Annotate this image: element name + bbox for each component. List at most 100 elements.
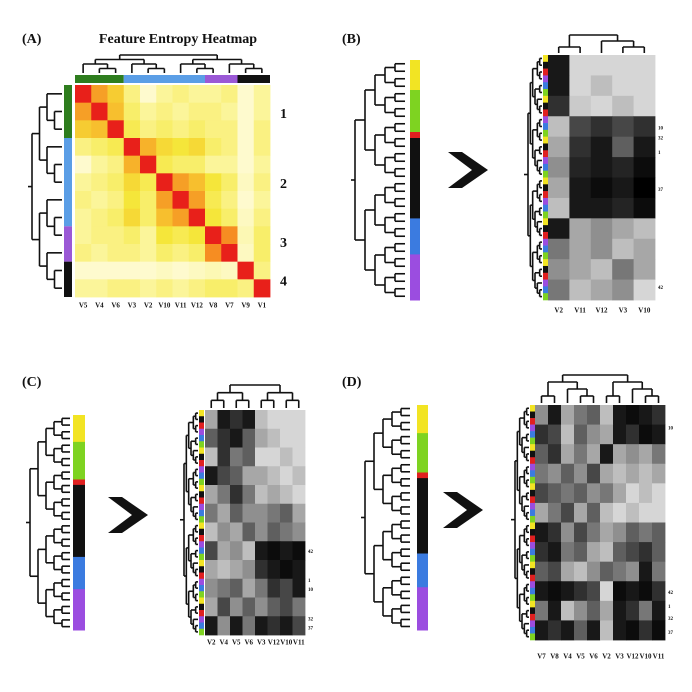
- heatmap-cell: [75, 208, 92, 227]
- heatmap-cell: [205, 226, 222, 245]
- row-color: [543, 95, 548, 103]
- cluster-bar: [417, 587, 428, 631]
- heatmap-cell: [590, 55, 613, 76]
- heatmap-cell: [221, 244, 238, 263]
- column-label: V6: [244, 639, 253, 647]
- row-color: [199, 603, 204, 611]
- heatmap-cell: [75, 226, 92, 245]
- heatmap-cell: [217, 485, 231, 505]
- heatmap-cell: [292, 485, 306, 505]
- heatmap-cell: [633, 218, 656, 240]
- heatmap-cell: [633, 136, 656, 158]
- heatmap-cell: [633, 157, 656, 178]
- heatmap-cell: [255, 541, 268, 561]
- heatmap-cell: [652, 444, 666, 465]
- row-color: [543, 123, 548, 131]
- heatmap-cell: [633, 116, 656, 138]
- heatmap-cell: [140, 155, 157, 174]
- heatmap-cell: [548, 157, 570, 178]
- heatmap-cell: [574, 620, 588, 641]
- row-color: [199, 553, 204, 561]
- row-color: [530, 483, 535, 491]
- heatmap-cell: [612, 197, 634, 219]
- heatmap-cell: [639, 424, 653, 445]
- heatmap-cell: [230, 503, 243, 523]
- heatmap-cell: [205, 279, 222, 298]
- heatmap-cell: [574, 444, 588, 465]
- row-color: [543, 102, 548, 110]
- column-label: V5: [576, 653, 585, 661]
- column-label: V2: [554, 307, 563, 315]
- heatmap-cell: [639, 405, 653, 425]
- heatmap-cell: [535, 424, 549, 445]
- heatmap-cell: [140, 244, 157, 263]
- heatmap-cell: [613, 405, 627, 425]
- heatmap-cell: [205, 466, 218, 486]
- row-color: [199, 541, 204, 548]
- heatmap-cell: [205, 578, 218, 598]
- heatmap-cell: [221, 279, 238, 298]
- heatmap-cell: [548, 279, 570, 301]
- heatmap-cell: [561, 424, 575, 445]
- heatmap-cell: [626, 444, 640, 465]
- heatmap-cell: [535, 502, 549, 523]
- heatmap-cell: [205, 138, 222, 157]
- heatmap-cell: [626, 522, 640, 543]
- row-color: [199, 610, 204, 617]
- heatmap-cell: [221, 191, 238, 210]
- row-color: [530, 515, 535, 523]
- cluster-bar: [417, 472, 428, 479]
- heatmap-cell: [652, 600, 666, 621]
- heatmap-cell: [587, 542, 601, 563]
- heatmap-cell: [230, 597, 243, 617]
- heatmap-cell: [123, 261, 141, 280]
- row-color: [199, 485, 204, 492]
- heatmap-cell: [242, 616, 256, 636]
- column-label: V2: [207, 639, 216, 647]
- row-label: 1: [658, 151, 661, 156]
- heatmap-cell: [548, 95, 570, 117]
- row-color: [543, 89, 548, 97]
- heatmap-cell: [237, 155, 255, 174]
- panel-label: (A): [22, 32, 42, 47]
- heatmap-cell: [230, 447, 243, 467]
- column-label: V6: [111, 302, 120, 310]
- heatmap-cell: [217, 428, 231, 448]
- heatmap-cell: [75, 155, 92, 174]
- cluster-bar: [64, 261, 72, 297]
- heatmap-cell: [205, 522, 218, 542]
- heatmap-cell: [253, 244, 271, 263]
- heatmap-cell: [639, 522, 653, 543]
- row-color: [199, 466, 204, 473]
- heatmap-cell: [587, 600, 601, 621]
- heatmap-cell: [217, 578, 231, 598]
- heatmap-cell: [91, 138, 108, 157]
- heatmap-cell: [217, 616, 231, 636]
- heatmap-cell: [561, 581, 575, 602]
- heatmap-cell: [590, 116, 613, 138]
- row-color: [530, 476, 535, 484]
- row-color: [530, 607, 535, 615]
- heatmap-cell: [253, 102, 271, 121]
- cluster-label: 3: [280, 236, 287, 251]
- heatmap-cell: [237, 244, 255, 263]
- heatmap-cell: [292, 503, 306, 523]
- row-color: [543, 143, 548, 151]
- heatmap-cell: [548, 55, 570, 76]
- row-color: [543, 293, 548, 301]
- heatmap-cell: [574, 600, 588, 621]
- heatmap-cell: [253, 208, 271, 227]
- heatmap-cell: [561, 502, 575, 523]
- heatmap-cell: [172, 244, 190, 263]
- heatmap-cell: [626, 463, 640, 484]
- row-color: [543, 238, 548, 246]
- heatmap-cell: [230, 410, 243, 430]
- heatmap-cell: [156, 102, 173, 121]
- row-color: [199, 460, 204, 467]
- heatmap-cell: [612, 238, 634, 260]
- heatmap-cell: [237, 138, 255, 157]
- cluster-bar: [417, 478, 428, 554]
- row-color: [199, 535, 204, 542]
- heatmap-cell: [267, 560, 281, 580]
- heatmap-cell: [292, 541, 306, 561]
